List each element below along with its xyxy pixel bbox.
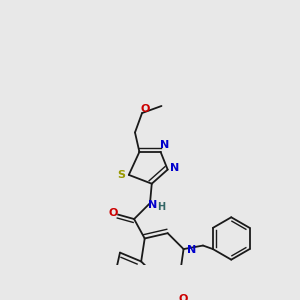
Text: N: N [148, 200, 157, 210]
Text: O: O [140, 103, 149, 114]
Text: S: S [118, 170, 126, 180]
Text: N: N [160, 140, 169, 150]
Text: O: O [108, 208, 118, 218]
Text: N: N [187, 245, 196, 255]
Text: O: O [179, 294, 188, 300]
Text: N: N [170, 163, 179, 173]
Text: H: H [158, 202, 166, 212]
